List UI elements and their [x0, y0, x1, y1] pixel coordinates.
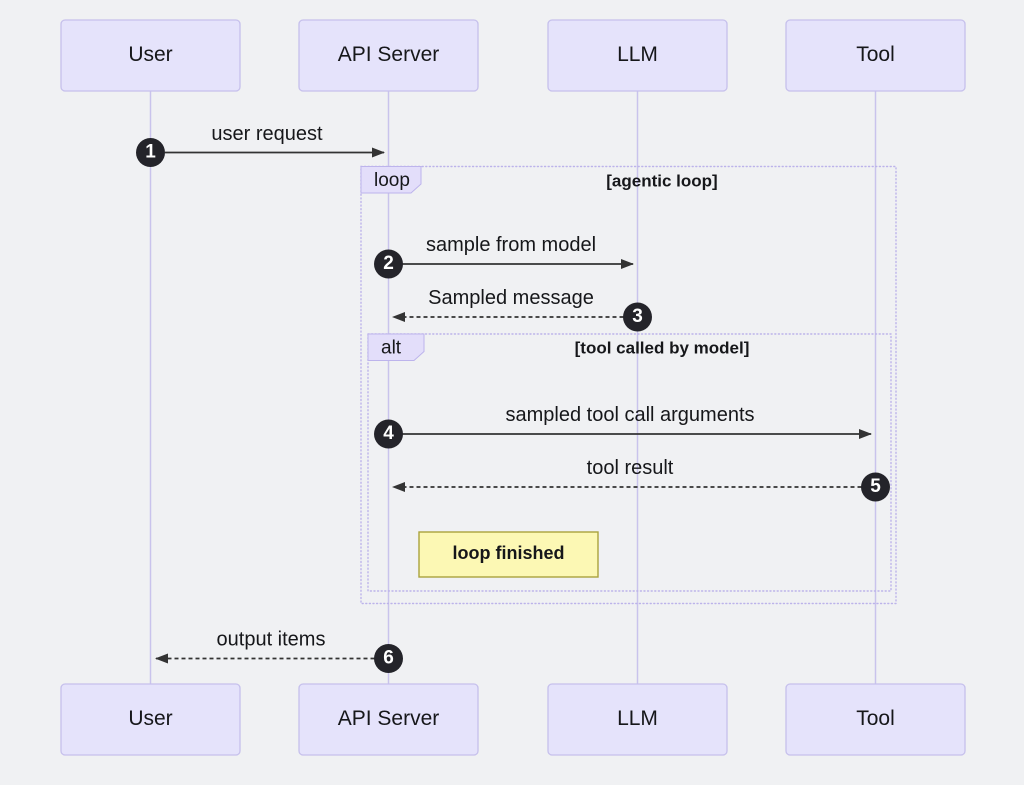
svg-text:6: 6: [383, 648, 394, 669]
svg-text:API Server: API Server: [338, 43, 440, 66]
svg-text:loop: loop: [374, 170, 410, 191]
svg-text:alt: alt: [381, 338, 402, 359]
svg-text:5: 5: [870, 476, 881, 497]
svg-text:[agentic loop]: [agentic loop]: [606, 172, 717, 191]
svg-text:1: 1: [145, 142, 156, 163]
svg-text:Tool: Tool: [856, 707, 895, 730]
svg-text:API Server: API Server: [338, 707, 440, 730]
svg-text:Sampled message: Sampled message: [428, 287, 594, 309]
svg-text:User: User: [128, 43, 172, 66]
svg-text:sampled tool call arguments: sampled tool call arguments: [505, 404, 754, 426]
svg-text:4: 4: [383, 423, 394, 444]
svg-text:tool result: tool result: [587, 457, 674, 479]
svg-text:sample from model: sample from model: [426, 234, 596, 256]
svg-text:User: User: [128, 707, 172, 730]
svg-text:3: 3: [632, 306, 643, 327]
svg-text:2: 2: [383, 253, 394, 274]
svg-text:user request: user request: [211, 123, 323, 145]
svg-text:output items: output items: [217, 629, 326, 651]
svg-text:LLM: LLM: [617, 43, 658, 66]
svg-text:[tool called by model]: [tool called by model]: [575, 339, 750, 358]
svg-text:LLM: LLM: [617, 707, 658, 730]
svg-text:Tool: Tool: [856, 43, 895, 66]
svg-text:loop finished: loop finished: [453, 543, 565, 563]
